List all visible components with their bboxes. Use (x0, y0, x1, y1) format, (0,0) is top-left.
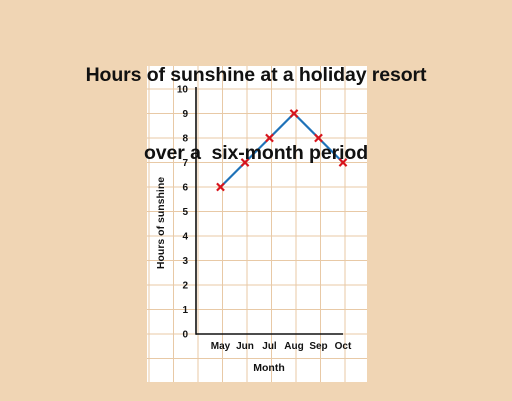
data-point-marker (240, 158, 250, 167)
y-tick-labels: 0 1 2 3 4 5 6 7 8 9 10 (177, 85, 189, 341)
x-tick-label: Jul (262, 341, 277, 352)
x-tick-label: May (211, 341, 231, 352)
x-tick-label: Jun (236, 341, 254, 352)
y-tick-label: 0 (182, 330, 188, 341)
y-tick-label: 2 (182, 281, 188, 292)
grid-panel (147, 66, 367, 382)
data-point-marker (216, 182, 225, 192)
data-point-marker (289, 109, 299, 118)
y-tick-label: 7 (182, 158, 188, 169)
y-tick-label: 5 (182, 207, 188, 218)
chart-title: Hours of sunshine at a holiday resort ov… (0, 10, 512, 218)
y-tick-label: 8 (182, 134, 188, 145)
axes (195, 87, 343, 335)
data-point-marker (265, 133, 274, 143)
chart-title-line-2: over a six-month period (143, 142, 369, 164)
data-point-marker (338, 158, 348, 167)
x-axis-title: Month (253, 362, 285, 374)
x-tick-label: Oct (335, 341, 352, 352)
chart-title-line-1: Hours of sunshine at a holiday resort (85, 64, 427, 86)
y-tick-label: 10 (177, 85, 189, 96)
data-point-marker (314, 133, 323, 143)
y-tick-label: 6 (182, 183, 188, 194)
y-axis-title: Hours of sunshine (155, 177, 167, 269)
y-tick-label: 9 (182, 109, 188, 120)
y-tick-label: 3 (182, 256, 188, 267)
series-line (219, 111, 344, 188)
x-tick-label: Aug (284, 341, 303, 352)
x-tick-labels: May Jun Jul Aug Sep Oct (211, 341, 352, 352)
y-tick-label: 1 (182, 305, 188, 316)
data-series (216, 109, 348, 192)
x-tick-label: Sep (309, 341, 327, 352)
y-tick-label: 4 (182, 232, 188, 243)
